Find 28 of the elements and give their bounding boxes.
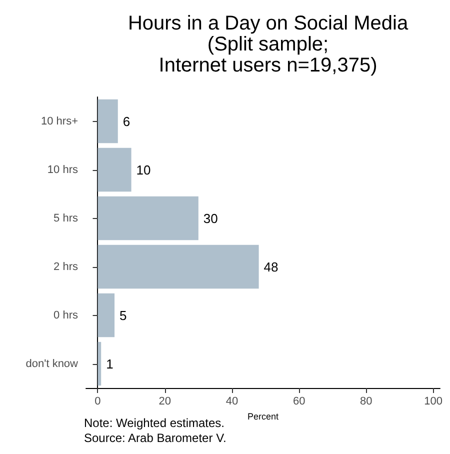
y-tick-label: 0 hrs [54,309,78,322]
x-tick-label: 80 [360,396,372,408]
data-label: 10 [136,162,151,178]
y-tick-label: 10 hrs [47,164,78,176]
x-tick-label: 60 [292,396,306,408]
x-tick-label: 20 [158,396,171,408]
y-tick-label: don't know [26,358,78,370]
data-label: 6 [122,114,130,129]
y-tick-label: 2 hrs [54,260,78,273]
data-label: 5 [120,308,127,323]
bar [98,196,198,240]
x-axis-title: Percent [247,411,279,422]
chart-title: Hours in a Day on Social Media (Split sample; Internet users n=19,375) [128,12,409,76]
data-label: 48 [264,259,278,274]
x-tick-label: 40 [226,396,238,408]
source-note: Source: Arab Barometer V. [84,431,226,445]
data-label: 30 [203,210,218,226]
data-label: 1 [106,356,114,372]
x-tick-label: 100 [424,396,442,408]
x-tick-label: 0 [94,396,101,408]
bar [98,99,118,144]
bar [98,293,115,338]
bar [98,148,132,192]
y-tick-label: 5 hrs [54,212,78,224]
y-tick-label: 10 hrs+ [41,115,78,128]
bar [98,244,259,289]
text: Note: Weighted estimates. [84,416,225,430]
bar [98,342,102,386]
